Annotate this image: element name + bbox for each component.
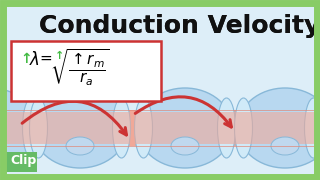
Ellipse shape xyxy=(113,98,131,158)
Ellipse shape xyxy=(271,137,299,155)
Text: Conduction Velocity: Conduction Velocity xyxy=(39,14,320,38)
Text: =: = xyxy=(39,51,52,66)
Ellipse shape xyxy=(171,137,199,155)
Ellipse shape xyxy=(66,137,94,155)
Text: ↑: ↑ xyxy=(20,52,32,66)
Ellipse shape xyxy=(29,98,47,158)
Ellipse shape xyxy=(0,88,37,168)
Ellipse shape xyxy=(305,98,320,158)
Text: Clip: Clip xyxy=(10,154,36,167)
Text: $\sqrt{\dfrac{\uparrow r_m}{r_a}}$: $\sqrt{\dfrac{\uparrow r_m}{r_a}}$ xyxy=(50,48,110,88)
Ellipse shape xyxy=(317,98,320,158)
Ellipse shape xyxy=(138,88,233,168)
FancyBboxPatch shape xyxy=(11,41,161,101)
Text: Conduction Velocity: Conduction Velocity xyxy=(39,14,320,38)
Text: ↑: ↑ xyxy=(55,51,64,61)
Ellipse shape xyxy=(0,137,4,155)
Ellipse shape xyxy=(33,88,127,168)
FancyArrowPatch shape xyxy=(22,101,126,135)
FancyArrowPatch shape xyxy=(135,97,231,127)
FancyBboxPatch shape xyxy=(5,152,37,172)
Ellipse shape xyxy=(237,88,320,168)
Bar xyxy=(0,110,320,146)
Text: $\lambda$: $\lambda$ xyxy=(29,51,40,69)
Ellipse shape xyxy=(235,98,252,158)
Ellipse shape xyxy=(218,98,236,158)
Ellipse shape xyxy=(134,98,153,158)
Ellipse shape xyxy=(308,88,320,168)
Ellipse shape xyxy=(22,98,41,158)
Bar xyxy=(0,112,320,144)
